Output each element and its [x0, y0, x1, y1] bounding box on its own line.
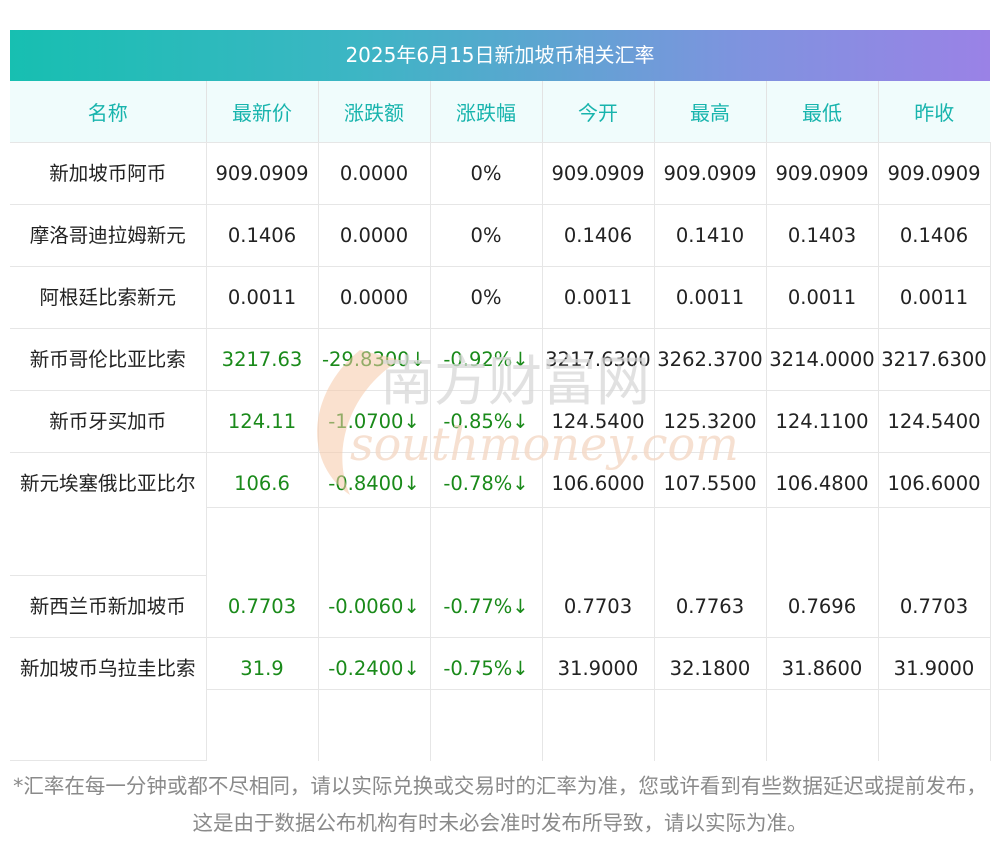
latest-price: 0.7703 [206, 575, 319, 638]
rate-panel: 2025年6月15日新加坡币相关汇率 名称 最新价 涨跌额 涨跌幅 今开 最高 … [10, 30, 991, 761]
change-percent: -0.85%↓ [430, 390, 543, 453]
open-price: 0.1406 [542, 204, 655, 267]
prev-close: 106.6000 [878, 452, 991, 576]
col-latest: 最新价 [206, 81, 319, 143]
change-amount: 0.0000 [318, 142, 431, 205]
high-price: 909.0909 [654, 142, 767, 205]
open-price: 124.5400 [542, 390, 655, 453]
low-price: 124.1100 [766, 390, 879, 453]
high-price: 3262.3700 [654, 328, 767, 391]
change-percent: -0.75%↓ [430, 637, 543, 761]
col-prev-close: 昨收 [878, 81, 990, 143]
col-change-pct: 涨跌幅 [430, 81, 543, 143]
prev-close: 124.5400 [878, 390, 991, 453]
prev-close: 0.0011 [878, 266, 991, 329]
col-high: 最高 [654, 81, 767, 143]
prev-close: 3217.6300 [878, 328, 991, 391]
col-name: 名称 [10, 81, 207, 143]
low-price: 0.0011 [766, 266, 879, 329]
low-price: 3214.0000 [766, 328, 879, 391]
open-price: 31.9000 [542, 637, 655, 761]
table-row: 新币牙买加币 124.11 -1.0700↓ -0.85%↓ 124.5400 … [10, 390, 991, 453]
currency-name: 新币牙买加币 [10, 390, 207, 453]
high-price: 32.1800 [654, 637, 767, 761]
open-price: 0.7703 [542, 575, 655, 638]
disclaimer-note: *汇率在每一分钟或都不尽相同，请以实际兑换或交易时的汇率为准，您或许看到有些数据… [13, 774, 987, 835]
table-row: 阿根廷比索新元 0.0011 0.0000 0% 0.0011 0.0011 0… [10, 266, 991, 329]
latest-price: 3217.63 [206, 328, 319, 391]
col-open: 今开 [542, 81, 655, 143]
high-price: 0.1410 [654, 204, 767, 267]
low-price: 909.0909 [766, 142, 879, 205]
low-price: 0.1403 [766, 204, 879, 267]
change-percent: 0% [430, 266, 543, 329]
latest-price: 106.6 [206, 452, 319, 576]
latest-price: 0.1406 [206, 204, 319, 267]
change-percent: -0.92%↓ [430, 328, 543, 391]
col-change: 涨跌额 [318, 81, 431, 143]
latest-price: 909.0909 [206, 142, 319, 205]
high-price: 125.3200 [654, 390, 767, 453]
prev-close: 0.1406 [878, 204, 991, 267]
change-percent: -0.77%↓ [430, 575, 543, 638]
change-percent: 0% [430, 142, 543, 205]
prev-close: 31.9000 [878, 637, 991, 761]
open-price: 0.0011 [542, 266, 655, 329]
row-divider [206, 507, 990, 508]
high-price: 0.7763 [654, 575, 767, 638]
prev-close: 0.7703 [878, 575, 991, 638]
change-amount: -1.0700↓ [318, 390, 431, 453]
open-price: 106.6000 [542, 452, 655, 576]
currency-name: 摩洛哥迪拉姆新元 [10, 204, 207, 267]
table-row: 新加坡币乌拉圭比索 31.9 -0.2400↓ -0.75%↓ 31.9000 … [10, 637, 991, 761]
high-price: 0.0011 [654, 266, 767, 329]
change-amount: -0.8400↓ [318, 452, 431, 576]
change-amount: 0.0000 [318, 266, 431, 329]
table-row: 新元埃塞俄比亚比尔 106.6 -0.8400↓ -0.78%↓ 106.600… [10, 452, 991, 576]
latest-price: 124.11 [206, 390, 319, 453]
prev-close: 909.0909 [878, 142, 991, 205]
latest-price: 31.9 [206, 637, 319, 761]
currency-name: 新加坡币乌拉圭比索 [10, 637, 207, 761]
table-title: 2025年6月15日新加坡币相关汇率 [10, 30, 990, 81]
header-row: 名称 最新价 涨跌额 涨跌幅 今开 最高 最低 昨收 [10, 81, 990, 143]
change-amount: -29.8300↓ [318, 328, 431, 391]
low-price: 106.4800 [766, 452, 879, 576]
change-percent: 0% [430, 204, 543, 267]
currency-name: 新币哥伦比亚比索 [10, 328, 207, 391]
currency-name: 阿根廷比索新元 [10, 266, 207, 329]
table-row: 新币哥伦比亚比索 3217.63 -29.8300↓ -0.92%↓ 3217.… [10, 328, 991, 391]
open-price: 909.0909 [542, 142, 655, 205]
change-percent: -0.78%↓ [430, 452, 543, 576]
currency-name: 新西兰币新加坡币 [10, 575, 207, 638]
high-price: 107.5500 [654, 452, 767, 576]
change-amount: -0.0060↓ [318, 575, 431, 638]
low-price: 31.8600 [766, 637, 879, 761]
low-price: 0.7696 [766, 575, 879, 638]
open-price: 3217.6300 [542, 328, 655, 391]
table-row: 摩洛哥迪拉姆新元 0.1406 0.0000 0% 0.1406 0.1410 … [10, 204, 991, 267]
latest-price: 0.0011 [206, 266, 319, 329]
col-low: 最低 [766, 81, 879, 143]
currency-name: 新加坡币阿币 [10, 142, 207, 205]
rates-table: 名称 最新价 涨跌额 涨跌幅 今开 最高 最低 昨收 新加坡币阿币 909.09… [10, 81, 991, 761]
table-row: 新加坡币阿币 909.0909 0.0000 0% 909.0909 909.0… [10, 142, 991, 205]
table-row: 新西兰币新加坡币 0.7703 -0.0060↓ -0.77%↓ 0.7703 … [10, 575, 991, 638]
change-amount: -0.2400↓ [318, 637, 431, 761]
row-divider [206, 689, 990, 690]
change-amount: 0.0000 [318, 204, 431, 267]
currency-name: 新元埃塞俄比亚比尔 [10, 452, 207, 576]
